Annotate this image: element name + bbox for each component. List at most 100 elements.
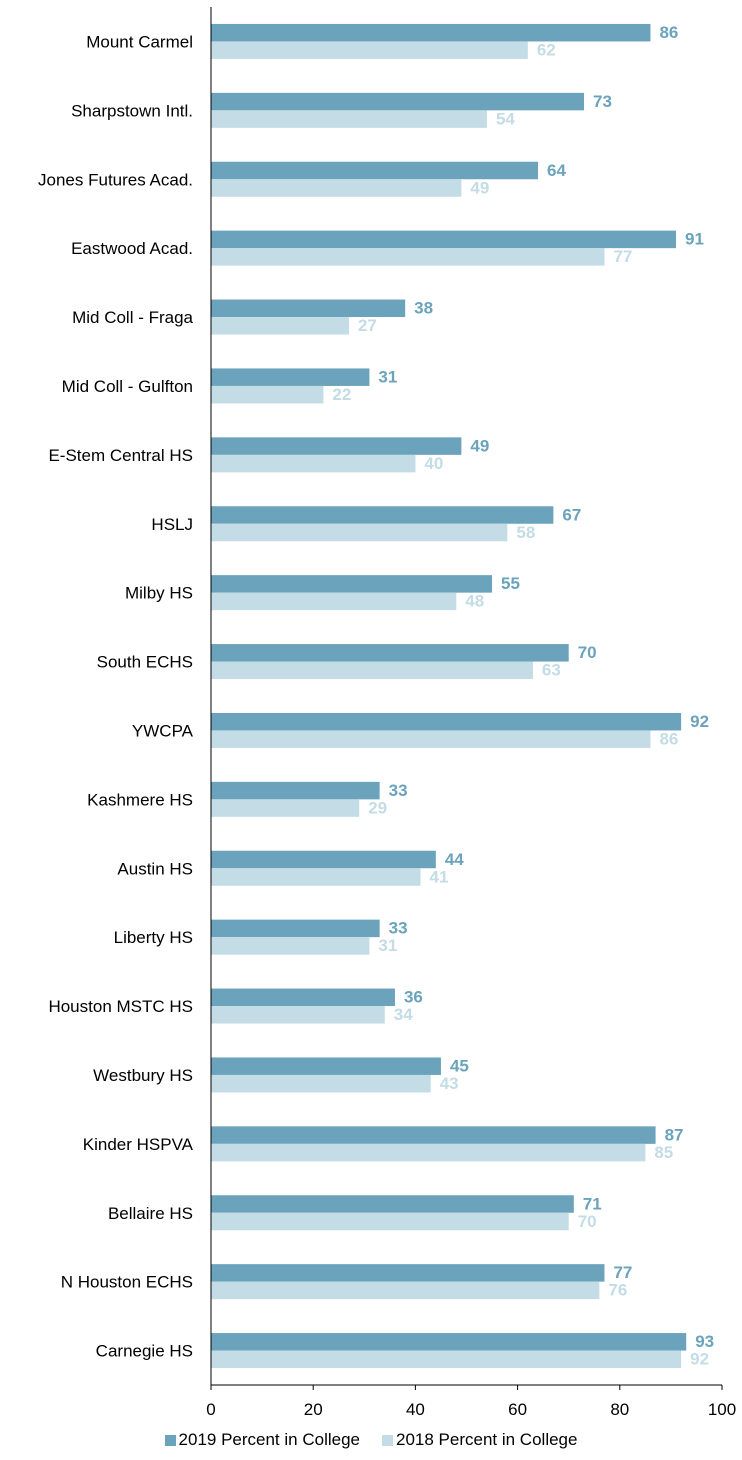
data-label-2018: 86 bbox=[659, 729, 678, 748]
category-label: N Houston ECHS bbox=[61, 1273, 193, 1292]
data-label-2019: 44 bbox=[445, 850, 464, 869]
data-label-2018: 27 bbox=[358, 316, 377, 335]
data-label-2019: 86 bbox=[659, 23, 678, 42]
x-tick-label: 100 bbox=[708, 1400, 736, 1419]
bar-2019 bbox=[211, 712, 682, 731]
category-label: Kinder HSPVA bbox=[83, 1135, 194, 1154]
bar-2019 bbox=[211, 506, 554, 524]
bar-2018 bbox=[211, 937, 370, 955]
category-label: Bellaire HS bbox=[108, 1204, 193, 1223]
legend-swatch-2019 bbox=[164, 1434, 176, 1446]
bar-2019 bbox=[211, 781, 380, 800]
x-tick-label: 20 bbox=[304, 1400, 323, 1419]
data-label-2018: 85 bbox=[654, 1143, 673, 1162]
bar-chart: Mount Carmel Sharpstown Intl. Jones Future… bbox=[38, 7, 736, 1419]
category-label: South ECHS bbox=[97, 653, 193, 672]
category-label: Jones Futures Acad. bbox=[38, 170, 193, 189]
x-axis-ticks: 0 20 40 60 80 100 bbox=[206, 1385, 736, 1419]
data-label-2019: 33 bbox=[389, 781, 408, 800]
bar-2019 bbox=[211, 23, 651, 42]
bar-2018 bbox=[211, 661, 533, 680]
data-label-2019: 38 bbox=[414, 299, 433, 318]
data-label-2018: 40 bbox=[424, 454, 443, 473]
bar-2019 bbox=[211, 1195, 574, 1213]
data-label-2019: 91 bbox=[685, 230, 704, 249]
category-label: Westbury HS bbox=[93, 1066, 193, 1085]
data-label-2019: 36 bbox=[404, 988, 423, 1007]
bar-2019 bbox=[211, 1333, 687, 1351]
data-label-2018: 70 bbox=[578, 1212, 597, 1231]
bar-2019 bbox=[211, 575, 493, 593]
bar-2018 bbox=[211, 730, 651, 748]
data-label-2019: 71 bbox=[583, 1194, 602, 1213]
x-tick-label: 80 bbox=[610, 1400, 629, 1419]
data-label-2018: 48 bbox=[465, 592, 484, 611]
data-label-2018: 31 bbox=[378, 936, 397, 955]
bar-2018 bbox=[211, 1350, 682, 1369]
bar-2018 bbox=[211, 592, 457, 611]
data-label-2019: 92 bbox=[690, 712, 709, 731]
bar-2018 bbox=[211, 454, 416, 473]
category-label: E-Stem Central HS bbox=[48, 446, 193, 465]
category-label: Mid Coll - Gulfton bbox=[62, 377, 193, 396]
category-label: Carnegie HS bbox=[96, 1342, 193, 1361]
data-label-2019: 49 bbox=[470, 436, 489, 455]
data-label-2018: 22 bbox=[332, 385, 351, 404]
bar-2019 bbox=[211, 850, 436, 869]
data-label-2018: 41 bbox=[430, 867, 449, 886]
data-label-2018: 76 bbox=[608, 1281, 627, 1300]
bar-2019 bbox=[211, 644, 569, 662]
category-label: Eastwood Acad. bbox=[71, 239, 193, 258]
data-label-2019: 93 bbox=[695, 1332, 714, 1351]
data-label-2019: 67 bbox=[562, 505, 581, 524]
category-label: Milby HS bbox=[125, 584, 193, 603]
legend-label-2018: 2018 Percent in College bbox=[396, 1430, 578, 1449]
category-label: HSLJ bbox=[151, 515, 193, 534]
category-label: Mid Coll - Fraga bbox=[72, 308, 193, 327]
bar-2019 bbox=[211, 161, 539, 180]
bar-2018 bbox=[211, 317, 349, 335]
data-label-2018: 34 bbox=[394, 1005, 413, 1024]
bar-2018 bbox=[211, 385, 324, 404]
data-label-2018: 43 bbox=[440, 1074, 459, 1093]
bar-2018 bbox=[211, 1212, 569, 1231]
data-label-2019: 64 bbox=[547, 161, 566, 180]
category-label: Kashmere HS bbox=[87, 790, 193, 809]
legend-item-2019: 2019 Percent in College bbox=[164, 1430, 360, 1450]
data-label-2018: 58 bbox=[516, 523, 535, 542]
bar-2018 bbox=[211, 179, 462, 197]
data-label-2018: 49 bbox=[470, 178, 489, 197]
legend: 2019 Percent in College 2018 Percent in … bbox=[0, 1430, 742, 1450]
bar-2019 bbox=[211, 1126, 656, 1144]
data-label-2019: 55 bbox=[501, 574, 520, 593]
bar-2019 bbox=[211, 1057, 441, 1075]
bar-2019 bbox=[211, 437, 462, 455]
data-label-2018: 29 bbox=[368, 798, 387, 817]
category-label: Mount Carmel bbox=[86, 32, 193, 51]
bar-2019 bbox=[211, 368, 370, 386]
x-tick-label: 40 bbox=[406, 1400, 425, 1419]
legend-item-2018: 2018 Percent in College bbox=[382, 1430, 577, 1450]
category-label: Austin HS bbox=[117, 859, 193, 878]
data-label-2019: 45 bbox=[450, 1056, 469, 1075]
data-label-2019: 31 bbox=[378, 367, 397, 386]
bar-2018 bbox=[211, 248, 605, 266]
bar-2018 bbox=[211, 1006, 385, 1024]
legend-swatch-2018 bbox=[382, 1434, 393, 1446]
data-label-2018: 63 bbox=[542, 661, 561, 680]
bar-2018 bbox=[211, 868, 421, 886]
bar-2018 bbox=[211, 1074, 431, 1093]
data-label-2019: 77 bbox=[613, 1263, 632, 1282]
bar-2019 bbox=[211, 1264, 605, 1282]
bar-2019 bbox=[211, 299, 406, 318]
bar-2018 bbox=[211, 1143, 646, 1162]
bar-2019 bbox=[211, 988, 395, 1007]
x-tick-label: 0 bbox=[206, 1400, 215, 1419]
category-label: YWCPA bbox=[132, 721, 194, 740]
category-labels: Mount Carmel Sharpstown Intl. Jones Future… bbox=[38, 32, 194, 1360]
category-label: Liberty HS bbox=[114, 928, 193, 947]
bar-2019 bbox=[211, 919, 380, 938]
bar-2018 bbox=[211, 110, 487, 128]
bar-2018 bbox=[211, 41, 528, 59]
data-label-2019: 70 bbox=[578, 643, 597, 662]
